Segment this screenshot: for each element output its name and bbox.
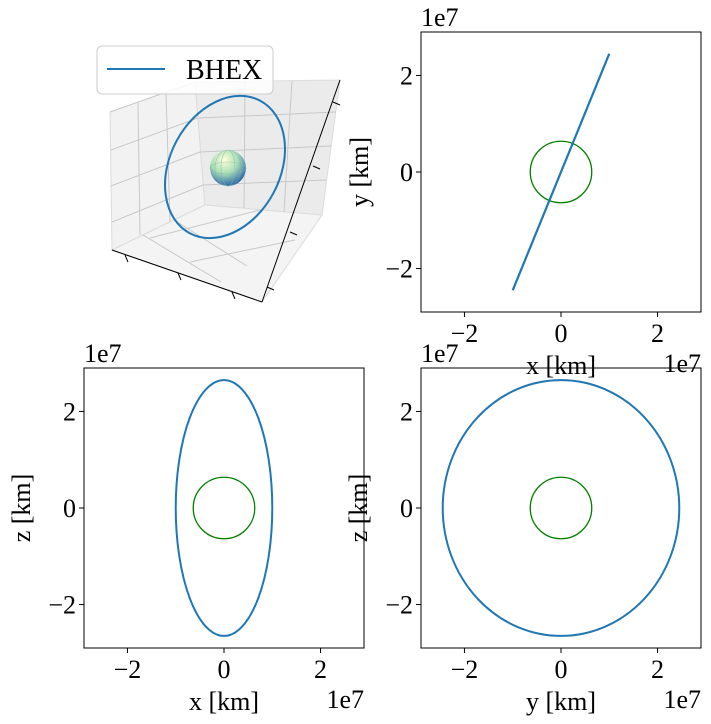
x-tick-label-yz: 0 [555,655,568,684]
x-tick-label-xy: 2 [651,319,664,348]
y-tick-label-xy: 2 [400,61,413,90]
earth-circle-yz [529,476,593,540]
earth-circle-xz [192,476,256,540]
y-tick-label-xy: 0 [400,158,413,187]
y-tick-label-yz: 2 [400,397,413,426]
y-offset-text-xz: 1e7 [84,339,122,368]
orbit-line-xy [511,53,611,291]
legend-label-bhex: BHEX [186,55,262,86]
x-axis-label-xz: x [km] [189,687,259,716]
x-tick-label-xz: 2 [314,655,327,684]
x-axis-label-xy: x [km] [526,351,596,380]
y-tick-label-xz: 0 [63,494,76,523]
axes-frame-xz [83,367,365,649]
grid-left-3d [109,81,204,236]
y-tick-label-xy: −2 [385,255,413,284]
x-tick-label-yz: 2 [651,655,664,684]
x-tick-label-xy: 0 [555,319,568,348]
x-offset-text-yz: 1e7 [663,685,701,714]
axes-frame-yz [420,367,702,649]
orbit-line-xz [174,379,274,637]
orbit-line-3d [164,94,286,240]
y-tick-label-xz: −2 [48,591,76,620]
x-offset-text-xz: 1e7 [326,685,364,714]
y-axis-label-yz: z [km] [344,474,373,543]
y-tick-label-yz: 0 [400,494,413,523]
panel-3d: BHEX [96,45,341,303]
y-offset-text-yz: 1e7 [421,339,459,368]
axis-ticks-3d [111,79,341,303]
y-axis-label-xy: y [km] [345,137,374,207]
x-tick-label-xz: −2 [114,655,142,684]
x-tick-label-xy: −2 [451,319,479,348]
x-offset-text-xy: 1e7 [663,349,701,378]
y-axis-label-xz: z [km] [7,474,36,543]
x-tick-label-xz: 0 [218,655,231,684]
legend-box [96,45,274,95]
earth-circle-xy [529,140,593,204]
y-offset-text-xy: 1e7 [421,3,459,32]
y-tick-label-yz: −2 [385,591,413,620]
legend: BHEX [96,45,274,95]
grid-floor-3d [142,209,296,283]
x-axis-label-yz: y [km] [526,687,596,716]
orbit-line-yz [441,379,681,637]
pane-back-3d [194,79,341,216]
earth-sphere-3d [209,149,247,187]
y-tick-label-xz: 2 [63,397,76,426]
x-tick-label-yz: −2 [451,655,479,684]
